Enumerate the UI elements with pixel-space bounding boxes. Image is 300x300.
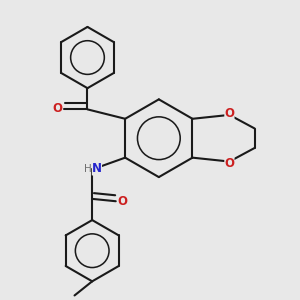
Text: O: O — [224, 106, 234, 120]
Text: H: H — [84, 164, 92, 174]
Text: O: O — [52, 102, 62, 115]
Text: O: O — [117, 195, 127, 208]
Text: O: O — [224, 157, 234, 170]
Text: N: N — [92, 162, 102, 175]
